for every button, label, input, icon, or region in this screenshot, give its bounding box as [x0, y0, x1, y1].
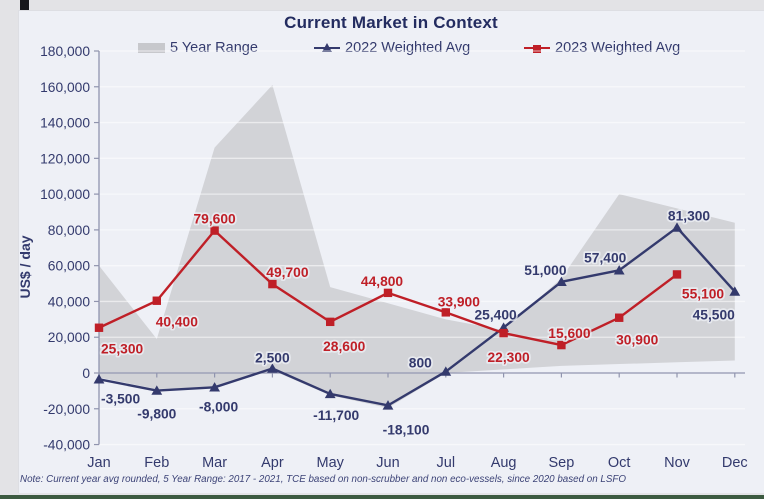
x-tick-label: Dec — [722, 455, 748, 471]
data-point-label: 33,900 — [438, 294, 481, 309]
data-point-label: 15,600 — [548, 326, 591, 341]
data-point-label: 45,500 — [693, 308, 736, 323]
y-tick-label: 140,000 — [40, 116, 90, 131]
data-point-label: -9,800 — [137, 407, 176, 422]
series-line-2022 — [98, 226, 736, 407]
y-tick-label: 60,000 — [48, 259, 91, 274]
data-point-label: -8,000 — [199, 399, 238, 414]
range-swatch-icon — [138, 43, 165, 53]
data-point-marker — [556, 276, 567, 286]
data-point-label: 79,600 — [193, 212, 236, 227]
data-point-label: 55,100 — [682, 286, 725, 301]
y-tick-label: 120,000 — [40, 151, 90, 166]
data-point-label: 800 — [409, 356, 432, 371]
legend-item-2023-weighted-avg: 2023 Weighted Avg — [524, 39, 680, 57]
y-tick-label: 20,000 — [48, 330, 91, 345]
x-tick-label: Jun — [376, 455, 399, 471]
data-point-marker — [268, 279, 277, 289]
data-point-marker — [209, 382, 220, 392]
data-point-label: 81,300 — [668, 209, 711, 224]
y-tick-label: 180,000 — [40, 44, 90, 59]
data-point-marker — [151, 385, 163, 395]
x-tick-label: Jan — [87, 455, 110, 471]
x-tick-label: May — [316, 455, 344, 471]
data-point-marker — [729, 286, 741, 296]
chart-title: Current Market in Context — [284, 13, 498, 32]
x-tick-label: Oct — [608, 455, 631, 471]
y-tick-label: 160,000 — [40, 80, 90, 95]
data-point-label: -18,100 — [383, 422, 430, 437]
data-point-label: 25,300 — [101, 342, 144, 357]
data-point-label: 40,400 — [156, 315, 199, 330]
chart-legend: 5 Year Range 2022 Weighted Avg 2023 Weig… — [0, 39, 764, 57]
data-point-label: 30,900 — [616, 333, 659, 348]
window-corner-mark — [20, 0, 29, 11]
data-point-label: 2,500 — [255, 351, 290, 366]
data-point-marker — [440, 366, 452, 376]
x-tick-label: Nov — [664, 455, 691, 471]
line-square-swatch-icon — [524, 42, 550, 54]
x-tick-label: Feb — [144, 455, 169, 471]
y-tick-label: 100,000 — [40, 187, 90, 202]
x-tick-label: Apr — [261, 455, 284, 471]
bottom-accent-strip — [0, 495, 764, 499]
legend-label: 2023 Weighted Avg — [555, 40, 681, 56]
data-point-marker — [672, 270, 682, 279]
data-point-marker — [210, 226, 219, 235]
data-point-marker — [324, 388, 336, 399]
data-point-marker — [94, 323, 104, 332]
legend-label: 2022 Weighted Avg — [345, 40, 471, 56]
data-point-marker — [615, 313, 624, 322]
data-point-marker — [499, 328, 508, 338]
footer-note: Note: Current year avg rounded, 5 Year R… — [20, 474, 626, 485]
y-tick-label: 80,000 — [48, 223, 91, 238]
x-tick-label: Mar — [202, 455, 227, 471]
data-point-marker — [613, 265, 625, 275]
y-axis-title: US$ / day — [17, 235, 33, 298]
five-year-range-area — [99, 84, 735, 408]
data-point-marker — [671, 222, 683, 232]
y-tick-label: 40,000 — [48, 294, 91, 309]
data-point-label: 22,300 — [487, 350, 530, 365]
data-point-marker — [326, 317, 335, 327]
legend-item-2022-weighted-avg: 2022 Weighted Avg — [314, 39, 470, 57]
y-tick-label: -20,000 — [43, 402, 90, 417]
data-point-label: 25,400 — [474, 308, 517, 323]
data-point-label: 44,800 — [361, 274, 404, 289]
data-point-marker — [557, 340, 566, 350]
x-tick-label: Sep — [548, 455, 574, 471]
data-point-marker — [267, 363, 278, 373]
data-point-label: 57,400 — [584, 250, 627, 265]
data-point-label: -11,700 — [313, 408, 359, 423]
y-tick-label: 0 — [82, 366, 90, 381]
data-point-marker — [152, 296, 161, 305]
data-point-marker — [441, 308, 450, 317]
line-triangle-swatch-icon — [314, 42, 340, 54]
legend-label: 5 Year Range — [170, 40, 258, 56]
data-point-marker — [93, 374, 105, 384]
data-point-label: 28,600 — [323, 339, 366, 354]
data-point-marker — [382, 400, 394, 410]
x-tick-label: Aug — [491, 455, 517, 471]
data-point-marker — [383, 288, 393, 298]
data-point-label: -3,500 — [101, 391, 140, 406]
y-tick-label: -40,000 — [43, 438, 90, 453]
x-tick-label: Jul — [437, 455, 456, 471]
legend-item-5-year-range: 5 Year Range — [138, 39, 258, 57]
data-point-label: 51,000 — [524, 263, 567, 278]
data-point-label: 49,700 — [266, 265, 309, 280]
